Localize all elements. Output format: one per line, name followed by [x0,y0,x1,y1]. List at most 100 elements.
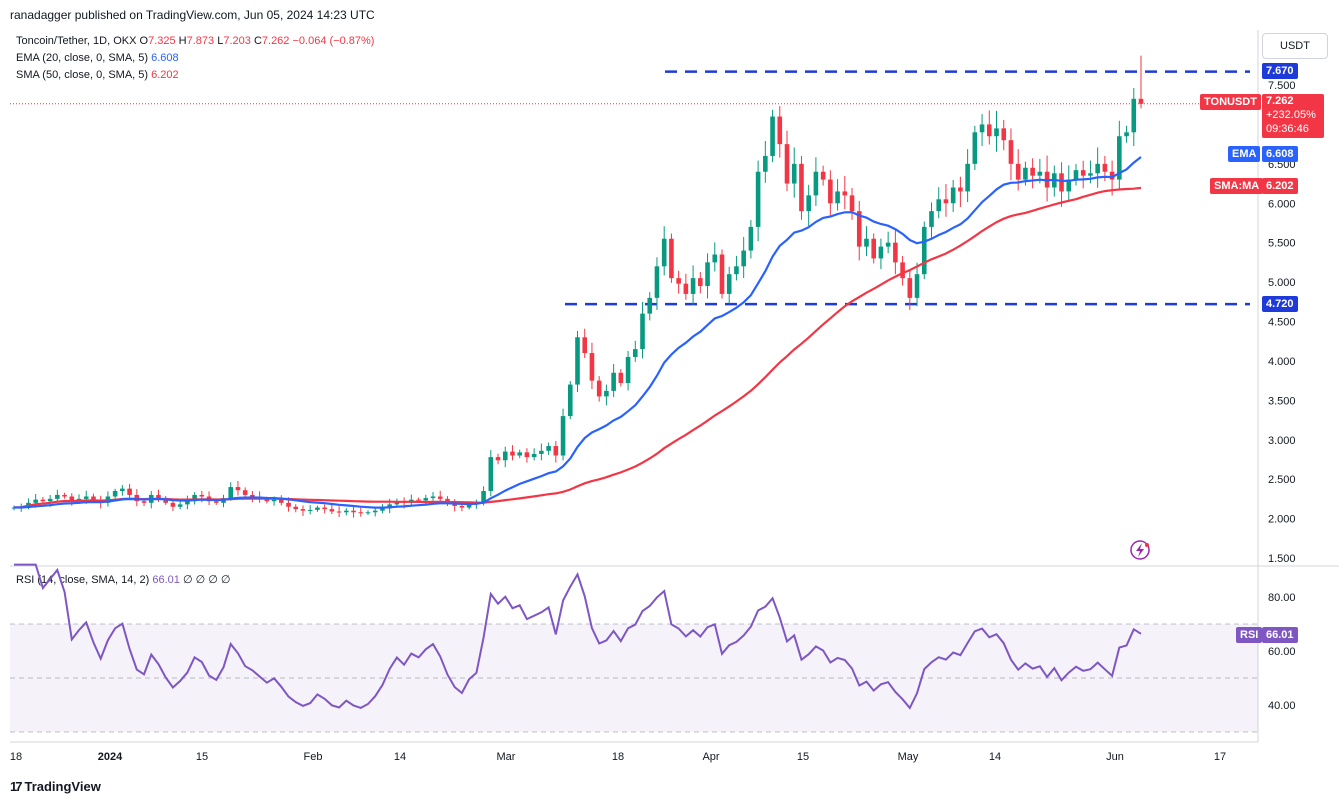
brand[interactable]: 17 TradingView [10,779,101,794]
candle-body [286,502,291,507]
candle-body [698,278,703,287]
price-tick-label: 1.500 [1268,553,1296,565]
candle-body [55,494,60,499]
candle-body [567,384,573,417]
high-value: 7.873 [186,35,215,47]
candle-body [914,274,920,298]
candle-body [647,297,653,314]
candle-body [936,199,942,212]
candle-body [213,501,219,503]
candle-body [929,211,934,227]
candle-body [510,451,515,456]
currency-button[interactable]: USDT [1262,33,1328,59]
candle-body [1088,173,1093,176]
candle-body [560,416,566,456]
candle-body [1131,98,1137,133]
open-label: O [139,35,149,47]
candle-body [185,501,190,505]
rsi-name-tag: RSI [1236,627,1263,643]
candle-body [669,238,674,279]
candle-body [112,490,118,497]
candle-body [777,116,783,145]
candle-body [372,510,378,513]
low-value: 7.203 [223,35,251,47]
symbol-legend: Toncoin/Tether, 1D, OKX O7.325 H7.873 L7… [16,35,374,47]
candle-body [864,238,869,247]
candle-body [380,508,385,511]
rsi-legend-label: RSI (14, close, SMA, 14, 2) [16,574,150,586]
rsi-axis[interactable]: 80.00 60.00 40.00 [1268,592,1296,712]
candle-body [336,511,342,513]
candle-body [177,504,183,507]
candle-body [1066,179,1072,192]
candle-body [502,451,508,461]
candle-body [1023,167,1028,180]
candle-body [423,498,429,501]
candle-body [921,226,927,275]
candle-body [712,254,718,263]
candle-body [40,499,46,502]
time-tick-label: May [898,751,919,763]
candle-body [264,498,270,502]
price-tick-label: 5.000 [1268,277,1296,289]
candle-body [1059,173,1064,192]
symbol-name: Toncoin/Tether, 1D, OKX [16,35,137,47]
candle-body [307,509,313,511]
candle-body [734,266,739,275]
candle-body [604,390,609,397]
sma-legend[interactable]: SMA (50, close, 0, SMA, 5) 6.202 [16,69,179,81]
candle-body [813,171,819,196]
candle-body [1073,170,1079,180]
bar-countdown: 09:36:46 [1266,123,1309,135]
ema-legend[interactable]: EMA (20, close, 0, SMA, 5) 6.608 [16,52,179,64]
price-tick-label: 2.000 [1268,514,1296,526]
last-price: 7.262 [1266,95,1294,107]
rsi-line [14,563,1142,710]
low-label: L [217,35,224,47]
time-tick-label: 18 [612,751,624,763]
close-value: 7.262 [261,35,290,47]
price-tick-label: 4.500 [1268,317,1296,329]
rsi-legend[interactable]: RSI (14, close, SMA, 14, 2) 66.01 ∅ ∅ ∅ … [16,573,230,586]
lightning-icon[interactable] [1130,540,1150,560]
candle-body [531,453,537,458]
open-value: 7.325 [148,35,176,47]
candle-body [481,490,486,503]
candle-body [466,504,472,508]
candle-body [279,499,284,503]
price-tick-label: 4.000 [1268,356,1296,368]
candle-body [127,488,132,495]
ema-value-tag: 6.608 [1262,146,1298,162]
candle-body [878,246,884,259]
ema-legend-label: EMA (20, close, 0, SMA, 5) [16,52,149,64]
time-tick-label: 14 [394,751,406,763]
rsi-legend-value: 66.01 [152,574,180,586]
candle-body [33,499,38,503]
candle-body [1124,132,1129,137]
candle-body [828,179,833,204]
rsi-band [10,623,1258,733]
rsi-tick-label: 40.00 [1268,700,1296,712]
ema-legend-value: 6.608 [151,52,179,64]
sma-legend-label: SMA (50, close, 0, SMA, 5) [16,69,149,81]
candle-body [445,498,450,503]
candle-body [1015,163,1021,180]
time-axis[interactable]: 18 2024 15 Feb 14 Mar 18 Apr 15 May 14 Jun 17 [10,751,1226,763]
candle-body [1030,167,1035,176]
support-tag: 4.720 [1262,296,1298,312]
ema-name-tag: EMA [1228,146,1261,162]
candle-body [726,274,732,294]
candle-body [596,380,602,397]
last-price-tag: 7.262 +232.05% 09:36:46 [1262,94,1324,138]
candle-body [437,496,443,499]
candle-body [994,128,999,137]
tradingview-logo-icon: 17 [10,779,23,794]
candle-body [943,199,949,204]
candle-body [1095,163,1100,174]
candle-body [365,512,371,514]
candle-body [900,262,905,279]
candle-body [69,496,75,502]
candle-body [91,496,96,500]
candle-body [582,337,588,354]
